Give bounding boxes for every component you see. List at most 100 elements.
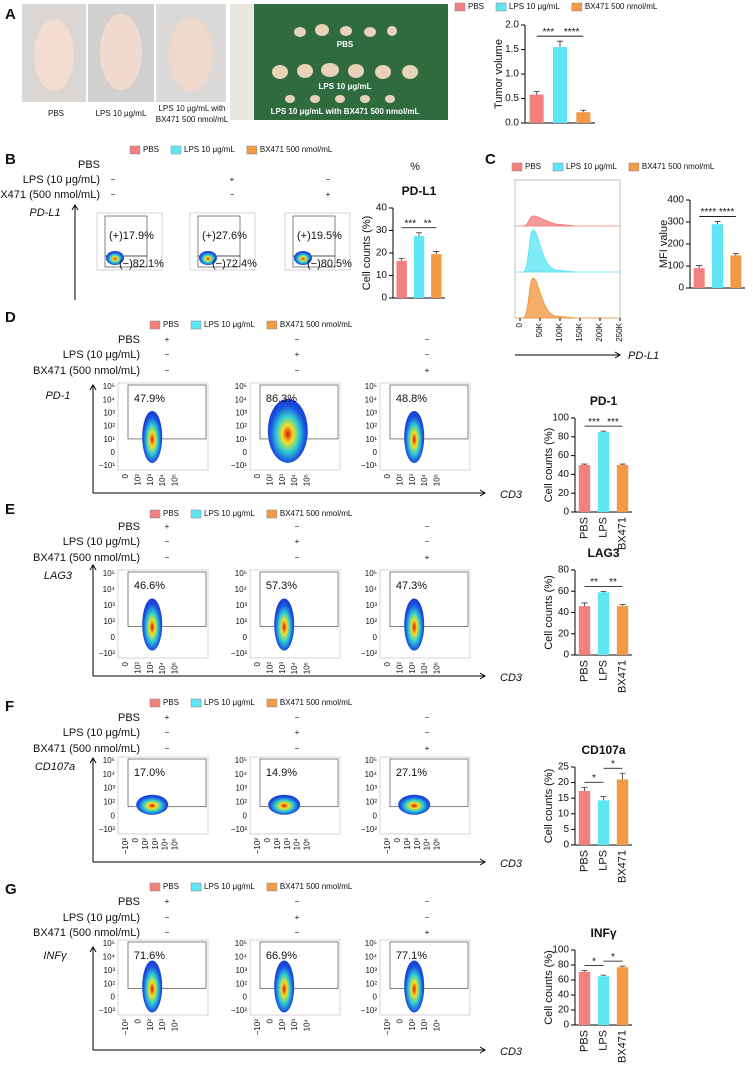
flow-y-tick: 10⁵ [235,939,247,948]
flow-y-tick: 10³ [365,966,377,975]
flow-x-tick: 10³ [420,1019,429,1031]
flow-y-tick: 10⁵ [103,939,115,948]
legend-swatch [266,509,278,519]
treatment-sign: + [326,190,331,199]
flow-x-tick: 10⁵ [303,838,312,850]
error-bar [581,786,588,792]
legend-label: PBS [143,145,159,154]
gate-label: (−)82.1% [119,258,164,270]
bar [616,606,629,655]
gate-label: 48.8% [396,393,427,405]
flow-frame [117,756,209,835]
flow-y-tick: −10² [99,825,116,834]
legend-label: BX471 500 nmol/mL [260,145,333,154]
flow-x-tick: 10⁴ [161,837,170,850]
treatment-sign: − [425,913,430,922]
legend-label: BX471 500 nmol/mL [280,320,353,329]
x-tick-label: BX471 [616,660,628,693]
tumors [272,24,418,103]
y-tick-label: 20 [558,488,570,499]
flow-x-tick: 10² [278,1019,287,1031]
x-tick-label: PBS [578,517,590,539]
flow-x-tick: 10⁴ [420,661,429,674]
gate [197,255,241,268]
gate-label: (−)72.4% [212,258,257,270]
bar [616,465,629,512]
arrow-head [614,351,621,359]
photo-caption: BX471 500 nmol/mL [156,115,229,124]
arrow-head [89,384,97,391]
flow-y-tick: 0 [373,811,378,820]
legend-swatch [190,320,202,330]
error-bar [398,258,405,261]
treatment-sign: − [111,175,116,184]
treatment-name: BX471 (500 nmol/mL) [33,743,140,755]
significance-label: ** [609,577,617,588]
treatment-sign: + [165,897,170,906]
error-bar [732,253,739,256]
flow-y-tick: 10⁵ [235,382,247,391]
bar [693,268,705,288]
treatment-name: LPS (10 μg/mL) [63,912,140,924]
treatment-name: PBS [118,334,140,346]
gate [104,255,148,268]
x-tick-label: 150K [575,322,584,341]
x-tick-label: 0 [515,322,524,327]
flow-y-tick: 10² [365,979,377,988]
gate [127,571,207,627]
flow-y-tick: 0 [243,993,248,1002]
flow-x-tick: 0 [263,837,272,842]
density-blob [268,794,301,815]
flow-x-tick: 0 [121,473,130,478]
flow-frame [379,382,471,471]
flow-x-tick: 10⁴ [303,1018,312,1031]
flow-x-tick: 10⁴ [423,837,432,850]
y-tick-label: 100 [552,413,569,424]
significance-label: **** [701,207,717,218]
density-blob [142,598,163,651]
photo-caption: LPS 10 μg/mL [96,109,147,118]
y-tick-label: 200 [667,239,684,250]
legend-label: PBS [525,162,541,171]
error-bar [619,965,626,968]
flow-x-tick: 0 [383,661,392,666]
treatment-sign: − [295,928,300,937]
ruler [230,4,254,120]
flow-y-tick: 10⁴ [235,770,248,779]
treatment-sign: + [165,335,170,344]
y-tick-label: 1.0 [505,69,519,80]
treatment-sign: − [111,190,116,199]
legend-swatch [149,509,161,519]
flow-y-tick: −10¹ [361,461,378,470]
treatment-sign: − [425,713,430,722]
y-tick-label: 300 [667,217,684,228]
flow-x-tick: 10³ [413,838,422,850]
flow-y-tick: −10² [231,825,248,834]
error-bar [600,430,607,433]
y-tick-label: 0 [563,840,569,851]
flow-x-tick: 10² [403,838,412,850]
histogram-curve [522,215,576,227]
flow-y-tick: 10² [235,798,247,807]
flow-x-tick: 0 [253,661,262,666]
flow-x-tick: 10³ [158,1019,167,1031]
y-axis-label: Tumor volume [493,39,505,109]
error-bar [696,265,703,269]
error-bar [600,796,607,801]
error-bar [619,604,626,607]
gate [292,255,336,268]
gate-label: 14.9% [266,767,297,779]
flow-y-tick: 10¹ [235,435,247,444]
flow-y-tick: 10³ [103,784,115,793]
flow-x-tick: 10² [273,838,282,850]
treatment-sign: − [165,537,170,546]
y-tick-label: 0.5 [505,93,519,104]
y-axis-label: Cell counts (%) [543,428,555,503]
treatment-sign: − [425,728,430,737]
y-tick-label: 0.0 [505,118,519,129]
flow-y-tick: 10⁵ [103,569,115,578]
legend-swatch [266,698,278,708]
legend-label: PBS [163,882,179,891]
treatment-name: PBS [78,159,100,171]
legend-label: PBS [163,320,179,329]
